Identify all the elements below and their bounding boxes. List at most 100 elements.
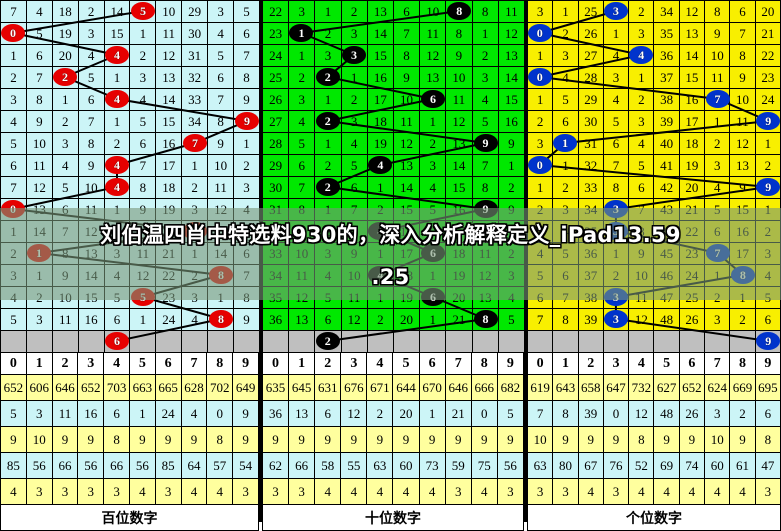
grid-cell: 6 <box>51 198 79 221</box>
marker-ball: 0 <box>1 200 25 218</box>
grid-cell <box>729 330 756 353</box>
stats-units[interactable]: 0 1 2 3 4 5 6 7 8 9 619 643 658 647 732 627 652 624 669 695… <box>526 352 781 531</box>
panel-tens[interactable]: 2231213610881123123147118112241331581292… <box>261 0 527 353</box>
grid-cell: 5 <box>497 308 526 331</box>
stats-cell: 3 <box>51 478 79 505</box>
grid-cell: 16 <box>392 220 421 243</box>
grid-cell: 4 <box>419 176 447 199</box>
stats-cell: 8 <box>754 426 781 453</box>
grid-cell: 10 <box>51 286 79 309</box>
panel-footer-label: 百位数字 <box>0 504 259 531</box>
grid-cell: 11 <box>77 198 105 221</box>
grid-cell: 6 <box>419 220 447 243</box>
grid-cell: 8 <box>288 198 316 221</box>
grid-cell: 10 <box>445 66 473 89</box>
grid-cell: 6 <box>233 242 260 265</box>
stats-cell: 4 <box>470 478 498 505</box>
stats-cell: 24 <box>154 400 182 427</box>
grid-cell: 3 <box>233 176 260 199</box>
grid-cell: 37 <box>653 66 680 89</box>
grid-cell: 7 <box>628 198 655 221</box>
panel-units[interactable]: 3125323412862002261335139721132744361410… <box>526 0 781 353</box>
grid-cell: 5 <box>552 88 579 111</box>
stats-cell: 21 <box>444 400 472 427</box>
stats-cell: 9 <box>77 426 105 453</box>
marker-ball: 4 <box>368 222 393 240</box>
table-row: 71251048182113 <box>0 176 260 199</box>
stats-tens[interactable]: 0 1 2 3 4 5 6 7 8 9 635 645 631 676 671 644 670 646 666 682… <box>261 352 527 531</box>
panel-hundreds[interactable]: 7418214510293505193151113046162044212315… <box>0 0 262 353</box>
table-row: 01361119193124 <box>0 198 260 221</box>
stats-cell: 56 <box>77 452 105 479</box>
grid-cell: 21 <box>445 308 473 331</box>
stats-hundreds[interactable]: 0 1 2 3 4 5 6 7 8 9 652 606 646 652 703 663 665 628 702 649… <box>0 352 262 531</box>
grid-cell: 2 <box>552 176 579 199</box>
grid-cell: 36 <box>577 242 604 265</box>
grid-cell: 10 <box>628 264 655 287</box>
grid-cell: 17 <box>678 110 706 133</box>
grid-cell: 3 <box>181 198 209 221</box>
grid-cell: 32 <box>261 220 290 243</box>
grid-cell: 10 <box>77 176 105 199</box>
stats-cell: 4 <box>180 400 208 427</box>
marker-ball: 3 <box>603 288 628 306</box>
grid-cell <box>288 330 316 353</box>
stats-header-cell: 4 <box>628 352 655 375</box>
grid-cell: 11 <box>51 308 79 331</box>
grid-cell: 7 <box>77 110 105 133</box>
grid-cell: 11 <box>25 154 53 177</box>
grid-cell: 8 <box>340 220 368 243</box>
stats-cell: 9 <box>602 426 630 453</box>
grid-cell: 12 <box>729 132 756 155</box>
grid-cell: 19 <box>392 286 421 309</box>
grid-cell: 7 <box>0 0 27 23</box>
stats-cell: 652 <box>0 374 27 401</box>
stats-row: 5 3 11 16 6 1 24 4 0 9 <box>0 400 259 427</box>
stats-table: 0 1 2 3 4 5 6 7 8 9 635 645 631 676 671 644 670 646 666 682… <box>261 352 525 531</box>
marker-ball: 4 <box>368 266 393 284</box>
grid-cell: 16 <box>366 66 394 89</box>
table-row: 1620442123157 <box>0 44 260 67</box>
stats-cell: 3 <box>754 478 781 505</box>
grid-cell: 1 <box>471 22 499 45</box>
grid-cell: 31 <box>181 44 209 67</box>
table-row: 6114947171102 <box>0 154 260 177</box>
grid-cell: 14 <box>678 44 706 67</box>
stats-cell: 7 <box>526 400 554 427</box>
grid-cell <box>155 330 183 353</box>
stats-header-cell: 2 <box>51 352 79 375</box>
grid-cell: 1 <box>340 66 368 89</box>
stats-cell: 8 <box>103 426 130 453</box>
stats-footer-row: 百位数字 <box>0 504 259 531</box>
stats-table: 0 1 2 3 4 5 6 7 8 9 652 606 646 652 703 663 665 628 702 649… <box>0 352 259 531</box>
stats-cell: 671 <box>366 374 394 401</box>
grid-cell: 27 <box>261 110 290 133</box>
stats-cell: 60 <box>704 452 731 479</box>
grid-cell: 6 <box>526 286 554 309</box>
grid-cell: 2 <box>526 110 554 133</box>
grid-cell: 17 <box>392 242 421 265</box>
stats-cell: 63 <box>526 452 554 479</box>
table-row: 9 <box>526 330 781 353</box>
grid-cell: 3 <box>51 132 79 155</box>
stats-cell: 3 <box>103 478 130 505</box>
stats-cell: 76 <box>602 452 630 479</box>
stats-header-cell: 1 <box>25 352 53 375</box>
grid-cell: 6 <box>628 176 655 199</box>
grid-cell: 4 <box>754 264 781 287</box>
stats-cell: 1 <box>128 400 156 427</box>
grid-cell: 3 <box>497 264 526 287</box>
table-row: 132744361410822 <box>526 44 781 67</box>
stats-row: 619 643 658 647 732 627 652 624 669 695 <box>526 374 781 401</box>
stats-cell: 646 <box>444 374 472 401</box>
marker-ball: 8 <box>209 310 233 328</box>
grid-cell: 7 <box>340 198 368 221</box>
grid-cell: 29 <box>577 88 604 111</box>
grid-cell: 1 <box>552 154 579 177</box>
stats-cell: 8 <box>628 426 655 453</box>
grid-cell: 3 <box>552 44 579 67</box>
grid-cell: 30 <box>261 176 290 199</box>
stats-cell: 3 <box>77 478 105 505</box>
